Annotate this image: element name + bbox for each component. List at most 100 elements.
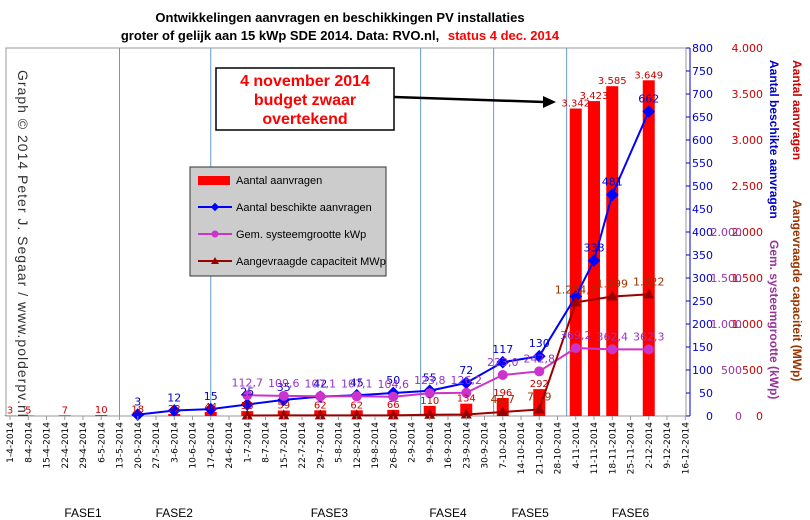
- y-tick-beschikt: 550: [692, 157, 713, 170]
- x-tick-label: 5-8-2014: [335, 422, 345, 463]
- data-label-aanvragen: 110: [420, 396, 439, 407]
- data-label-beschikt: 25: [240, 386, 254, 399]
- point-capaciteit: [606, 290, 618, 301]
- x-tick-label: 19-8-2014: [371, 422, 381, 469]
- x-tick-label: 17-6-2014: [207, 422, 217, 469]
- data-label-aanvragen: 18: [131, 404, 144, 415]
- data-label-beschikt: 50: [386, 374, 400, 387]
- data-label-beschikt: 55: [423, 372, 437, 385]
- data-label-aanvragen: 3: [7, 406, 13, 417]
- axis-title-aanvragen: Aantal aanvragen: [790, 60, 804, 160]
- data-label-aanvragen: 3.585: [598, 76, 627, 87]
- y-tick-beschikt: 600: [692, 134, 713, 147]
- phase-label: FASE3: [311, 506, 349, 520]
- y-tick-beschikt: 800: [692, 42, 713, 55]
- data-label-systeem: 109,6: [268, 377, 300, 390]
- x-tick-label: 9-9-2014: [426, 422, 436, 463]
- data-label-beschikt: 3: [134, 396, 141, 409]
- y-tick-kwp: 500: [721, 364, 742, 377]
- data-label-aanvragen: 3.423: [580, 91, 609, 102]
- x-tick-label: 22-7-2014: [298, 422, 308, 469]
- data-label-capaciteit: 1.299: [597, 277, 629, 290]
- point-systeem: [534, 366, 545, 377]
- x-tick-label: 4-11-2014: [572, 422, 582, 469]
- data-label-systeem: 112,7: [232, 376, 264, 389]
- annotation-line2: budget zwaar: [254, 92, 356, 109]
- data-label-aanvragen: 5: [25, 406, 31, 417]
- x-tick-label: 8-7-2014: [262, 422, 272, 463]
- x-tick-label: 6-5-2014: [97, 422, 107, 463]
- data-label-aanvragen: 134: [457, 394, 476, 405]
- x-tick-label: 24-6-2014: [225, 422, 235, 469]
- y-tick-beschikt: 300: [692, 272, 713, 285]
- point-systeem: [461, 387, 472, 398]
- data-label-beschikt: 45: [350, 376, 364, 389]
- x-tick-label: 2-12-2014: [645, 422, 655, 469]
- data-label-aanvragen: 7: [62, 405, 68, 416]
- axis-title-mwp: Aangevraagde capaciteit (MWp): [790, 200, 804, 381]
- y-tick-kwp: 0: [735, 410, 742, 423]
- data-label-systeem: 223,0: [487, 356, 519, 369]
- point-capaciteit: [533, 403, 545, 414]
- x-tick-label: 18-11-2014: [608, 422, 618, 475]
- annotation-arrow: [393, 95, 545, 104]
- y-tick-beschikt: 450: [692, 203, 713, 216]
- data-label-aanvragen: 62: [314, 400, 327, 411]
- point-systeem: [607, 344, 618, 355]
- data-label-aanvragen: 66: [387, 400, 400, 411]
- watermark: Graph © 2014 Peter J. Segaar / www.polde…: [15, 70, 31, 418]
- x-tick-label: 21-10-2014: [535, 422, 545, 475]
- x-axis-ticks: 1-4-2014 8-4-2014 15-4-2014 22-4-2014 29-4-2…: [6, 416, 691, 520]
- data-label-beschikt: 662: [638, 92, 659, 105]
- legend-item-aanvragen: Aantal aanvragen: [198, 175, 322, 187]
- point-systeem: [315, 391, 326, 402]
- point-systeem: [388, 391, 399, 402]
- phase-label: FASE1: [64, 506, 102, 520]
- legend-label-systeem: Gem. systeemgrootte kWp: [236, 229, 366, 241]
- data-label-capaciteit: 43,7: [491, 393, 516, 406]
- y-tick-kwp: 1.500: [711, 272, 743, 285]
- x-tick-label: 10-6-2014: [189, 422, 199, 469]
- y-tick-kwp: 1.000: [711, 318, 743, 331]
- data-label-aanvragen: 3.649: [634, 70, 663, 81]
- y-axis-ticks: 0 50 100 150 200 250 300 350 400 450 500 550 600 650 7…: [686, 42, 763, 423]
- data-label-aanvragen: 22: [168, 404, 181, 415]
- axis-title-kwp: Gem. systeemgrootte (kWp): [767, 240, 781, 399]
- x-tick-label: 16-12-2014: [681, 422, 691, 475]
- x-tick-label: 29-4-2014: [79, 422, 89, 469]
- line-beschikt: [137, 111, 650, 416]
- x-tick-label: 15-4-2014: [43, 422, 53, 469]
- y-tick-aanvragen: 1.500: [732, 272, 764, 285]
- legend-item-capaciteit: Aangevraagde capaciteit MWp: [198, 256, 386, 268]
- line-capaciteit: [247, 293, 649, 417]
- y-tick-beschikt: 100: [692, 364, 713, 377]
- legend: Aantal aanvragen Aantal beschikte aanvra…: [189, 166, 387, 277]
- y-tick-aanvragen: 3.000: [732, 134, 764, 147]
- data-label-capaciteit: 70,9: [527, 390, 552, 403]
- data-label-aanvragen: 44: [204, 402, 217, 413]
- x-tick-label: 29-7-2014: [316, 422, 326, 469]
- point-capaciteit: [314, 409, 326, 420]
- phase-label: FASE2: [156, 506, 194, 520]
- x-tick-label: 8-4-2014: [24, 422, 34, 463]
- data-label-beschikt: 42: [313, 378, 327, 391]
- point-systeem: [643, 344, 654, 355]
- bar-aanvragen: [95, 415, 108, 416]
- data-label-beschikt: 35: [277, 381, 291, 394]
- data-label-beschikt: 12: [167, 391, 181, 404]
- data-label-beschikt: 130: [529, 337, 550, 350]
- y-tick-beschikt: 500: [692, 180, 713, 193]
- x-tick-label: 16-9-2014: [444, 422, 454, 469]
- y-tick-aanvragen: 4.000: [732, 42, 764, 55]
- x-tick-label: 22-4-2014: [61, 422, 71, 469]
- x-tick-label: 3-6-2014: [170, 422, 180, 463]
- y-tick-beschikt: 350: [692, 249, 713, 262]
- data-label-capaciteit: 1.322: [633, 275, 665, 288]
- data-label-aanvragen: 62: [350, 400, 363, 411]
- x-tick-label: 11-11-2014: [590, 422, 600, 475]
- data-label-systeem: 107,1: [305, 377, 337, 390]
- x-tick-label: 7-10-2014: [499, 422, 509, 469]
- data-labels: 3 5 7 10 18 22 44 53 59 62 62 66 110 1341962923.3423.…: [7, 70, 665, 416]
- point-systeem: [278, 390, 289, 401]
- y-tick-aanvragen: 2.500: [732, 180, 764, 193]
